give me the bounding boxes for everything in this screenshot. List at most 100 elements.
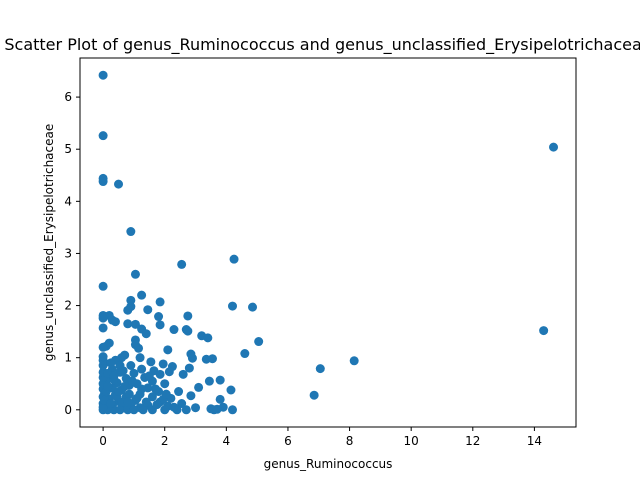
data-point bbox=[154, 312, 164, 322]
data-point bbox=[137, 364, 147, 374]
data-point bbox=[186, 391, 196, 401]
data-point bbox=[177, 399, 187, 409]
data-point bbox=[194, 382, 204, 392]
data-point bbox=[132, 393, 142, 403]
x-tick-label: 14 bbox=[527, 434, 542, 448]
data-point bbox=[124, 389, 134, 399]
data-point bbox=[169, 325, 179, 335]
data-point bbox=[254, 337, 264, 347]
data-point bbox=[106, 399, 116, 409]
data-point bbox=[98, 323, 108, 333]
data-point bbox=[123, 305, 133, 315]
data-point bbox=[203, 333, 213, 343]
data-point bbox=[98, 402, 108, 412]
data-point bbox=[115, 405, 125, 415]
data-point bbox=[539, 326, 549, 336]
x-tick-label: 12 bbox=[465, 434, 480, 448]
data-point bbox=[146, 357, 156, 367]
data-point bbox=[134, 343, 144, 353]
data-point bbox=[174, 387, 184, 397]
data-point bbox=[147, 392, 157, 402]
data-point bbox=[98, 70, 108, 80]
data-point bbox=[155, 369, 165, 379]
data-point bbox=[228, 405, 237, 415]
data-point bbox=[178, 369, 188, 379]
data-point bbox=[181, 405, 191, 415]
data-point bbox=[160, 379, 170, 389]
data-point bbox=[129, 368, 139, 378]
data-point bbox=[114, 387, 124, 397]
data-point bbox=[152, 400, 162, 410]
data-point bbox=[126, 361, 136, 370]
y-tick-label: 2 bbox=[64, 299, 72, 313]
data-point bbox=[191, 403, 201, 413]
data-point bbox=[129, 405, 139, 415]
y-tick-label: 5 bbox=[64, 142, 72, 156]
data-point bbox=[187, 353, 197, 363]
data-point bbox=[228, 301, 237, 311]
data-point bbox=[98, 313, 108, 323]
data-point bbox=[120, 381, 130, 391]
data-point bbox=[207, 354, 217, 364]
data-point bbox=[117, 397, 127, 407]
data-point bbox=[212, 404, 222, 414]
data-point bbox=[204, 376, 214, 386]
data-point bbox=[184, 363, 194, 373]
y-tick-label: 6 bbox=[64, 90, 72, 104]
data-point bbox=[135, 353, 145, 363]
data-point bbox=[123, 319, 133, 329]
data-point bbox=[215, 394, 225, 404]
data-point bbox=[183, 311, 193, 321]
data-point bbox=[138, 405, 148, 415]
data-point bbox=[98, 281, 108, 291]
data-point bbox=[126, 295, 136, 305]
data-point bbox=[126, 227, 136, 237]
data-point bbox=[98, 342, 108, 352]
data-point bbox=[98, 131, 108, 141]
data-point bbox=[141, 329, 151, 339]
data-point bbox=[155, 297, 165, 307]
data-point bbox=[127, 376, 137, 386]
data-point bbox=[98, 352, 108, 362]
data-point bbox=[226, 385, 236, 395]
x-tick-label: 0 bbox=[99, 434, 107, 448]
data-point bbox=[130, 319, 140, 329]
chart-title: Scatter Plot of genus_Ruminococcus and g… bbox=[4, 35, 640, 55]
data-point bbox=[98, 177, 108, 187]
data-point bbox=[143, 305, 153, 315]
axes-frame bbox=[79, 57, 577, 428]
data-points bbox=[98, 70, 559, 415]
x-tick-label: 2 bbox=[161, 434, 169, 448]
data-point bbox=[177, 259, 187, 269]
data-point bbox=[130, 269, 140, 279]
data-point bbox=[248, 302, 258, 312]
data-point bbox=[155, 320, 165, 330]
y-axis-ticks: 0 1 2 3 4 5 6 bbox=[64, 90, 80, 417]
data-point bbox=[163, 345, 173, 355]
data-point bbox=[158, 359, 168, 369]
x-axis-ticks: 0 2 4 6 8 10 12 14 bbox=[99, 427, 542, 448]
y-tick-label: 1 bbox=[64, 351, 72, 365]
x-axis-label: genus_Ruminococcus bbox=[264, 457, 393, 471]
x-tick-label: 6 bbox=[284, 434, 292, 448]
data-point bbox=[315, 364, 325, 374]
data-point bbox=[123, 405, 133, 415]
y-tick-label: 0 bbox=[64, 403, 72, 417]
data-point bbox=[183, 326, 193, 336]
data-point bbox=[169, 402, 179, 412]
data-point bbox=[137, 384, 147, 394]
data-point bbox=[229, 254, 239, 264]
data-point bbox=[109, 371, 119, 381]
x-tick-label: 10 bbox=[404, 434, 419, 448]
data-point bbox=[164, 367, 174, 377]
data-point bbox=[114, 179, 124, 189]
data-point bbox=[349, 356, 359, 366]
data-point bbox=[110, 317, 120, 327]
data-point bbox=[215, 375, 225, 385]
data-point bbox=[123, 397, 133, 407]
data-point bbox=[309, 390, 319, 400]
data-point bbox=[144, 371, 154, 381]
data-point bbox=[160, 405, 170, 415]
